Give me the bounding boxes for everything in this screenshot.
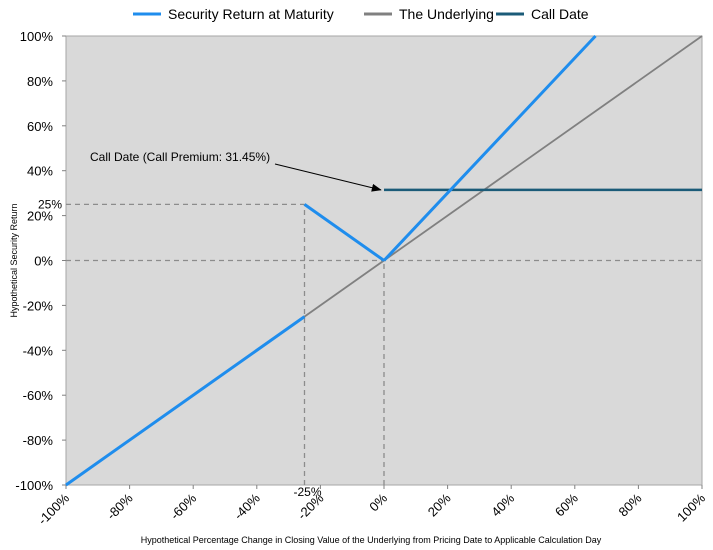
- x-tick-label: 40%: [488, 490, 517, 519]
- x-tick-label: 100%: [674, 490, 708, 524]
- bottom-marker-label: -25%: [293, 485, 321, 499]
- x-tick-label: 60%: [552, 490, 581, 519]
- left-marker-label: 25%: [38, 197, 62, 211]
- y-tick-label: 100%: [20, 29, 54, 44]
- x-tick-label: -40%: [231, 490, 263, 522]
- y-axis-title: Hypothetical Security Return: [9, 203, 19, 317]
- x-tick-label: 20%: [425, 490, 454, 519]
- y-tick-label: 20%: [27, 209, 53, 224]
- y-tick-label: 80%: [27, 74, 53, 89]
- legend-label: Call Date: [531, 6, 589, 22]
- y-tick-label: 40%: [27, 164, 53, 179]
- x-tick-label: 0%: [366, 490, 390, 514]
- y-tick-label: -80%: [23, 433, 54, 448]
- legend-label: Security Return at Maturity: [168, 6, 334, 22]
- annotation-arrow: [274, 163, 382, 192]
- y-tick-label: -60%: [23, 388, 54, 403]
- x-tick-label: -100%: [35, 490, 72, 527]
- legend-label: The Underlying: [399, 6, 494, 22]
- y-tick-label: 60%: [27, 119, 53, 134]
- x-tick-label: 80%: [616, 490, 645, 519]
- x-tick-label: -60%: [167, 490, 199, 522]
- x-axis-title: Hypothetical Percentage Change in Closin…: [141, 535, 602, 545]
- y-tick-label: -100%: [15, 478, 53, 493]
- series-line: [65, 315, 306, 487]
- call-premium-annotation: Call Date (Call Premium: 31.45%): [90, 150, 270, 164]
- series-line: [382, 34, 597, 262]
- y-tick-label: 0%: [34, 254, 53, 269]
- x-tick-label: -80%: [104, 490, 136, 522]
- y-tick-label: -40%: [23, 343, 54, 358]
- y-tick-label: -20%: [23, 298, 54, 313]
- series-line: [303, 203, 385, 262]
